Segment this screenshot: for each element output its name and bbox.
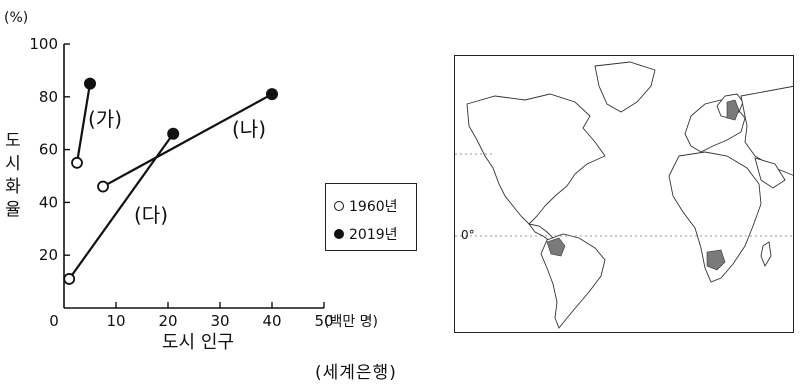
y-tick-label: 100 bbox=[29, 35, 58, 53]
x-tick-label: 40 bbox=[262, 312, 281, 330]
legend-label: 1960년 bbox=[349, 199, 398, 215]
x-tick-label: 30 bbox=[210, 312, 229, 330]
chart-ticks: 0 10 20 30 40 50 20 40 60 80 100 bbox=[29, 35, 333, 330]
world-map-drawing bbox=[455, 61, 793, 329]
x-tick-label: 50 bbox=[314, 312, 333, 330]
data-point-1960 bbox=[71, 156, 83, 169]
legend-item-2019: 2019년 bbox=[334, 224, 398, 244]
series-label: (가) bbox=[88, 107, 122, 131]
y-tick-label: 20 bbox=[39, 246, 58, 264]
series-line bbox=[75, 83, 92, 163]
x-axis-label: 도시 인구 bbox=[162, 332, 234, 353]
y-tick-label: 80 bbox=[39, 88, 58, 106]
continents bbox=[466, 61, 793, 329]
madagascar-shape bbox=[760, 241, 772, 268]
data-point-2019 bbox=[167, 127, 180, 140]
equator-label: 0° bbox=[461, 228, 475, 242]
series-line bbox=[68, 133, 175, 280]
filled-circle-icon bbox=[334, 229, 344, 239]
north-america-shape bbox=[466, 93, 606, 225]
colombia-highlight bbox=[546, 237, 566, 257]
south-america-shape bbox=[540, 233, 606, 329]
x-axis-unit: (백만 명) bbox=[324, 314, 379, 330]
data-point-2019 bbox=[84, 77, 96, 90]
x-tick-label: 10 bbox=[106, 312, 125, 330]
open-circle-icon bbox=[334, 201, 344, 211]
angola-highlight bbox=[706, 249, 726, 271]
arabia-shape bbox=[754, 157, 786, 189]
data-point-1960 bbox=[97, 180, 109, 193]
series-label: (다) bbox=[134, 203, 168, 227]
x-tick-label: 20 bbox=[158, 312, 177, 330]
chart-series bbox=[63, 77, 278, 285]
data-point-1960 bbox=[63, 273, 76, 285]
y-tick-label: 60 bbox=[39, 141, 58, 159]
chart-series-labels: (가) (나) (다) bbox=[88, 107, 266, 227]
urbanization-chart: 0 10 20 30 40 50 20 40 60 80 100 (가) (나) (다) bbox=[29, 35, 333, 330]
chart-legend: 1960년 2019년 bbox=[325, 183, 417, 251]
legend-label: 2019년 bbox=[349, 227, 398, 243]
source-caption: (세계은행) bbox=[315, 363, 397, 383]
series-line bbox=[102, 93, 273, 188]
data-point-2019 bbox=[266, 88, 278, 101]
finland-highlight bbox=[726, 99, 740, 121]
greenland-shape bbox=[594, 61, 656, 113]
africa-shape bbox=[668, 151, 762, 283]
world-map bbox=[454, 55, 794, 333]
chart-axes bbox=[63, 44, 324, 309]
series-label: (나) bbox=[232, 117, 266, 141]
y-axis-label: 도시화율 bbox=[5, 131, 21, 220]
highlighted-countries bbox=[546, 99, 740, 271]
legend-item-1960: 1960년 bbox=[334, 196, 398, 216]
y-axis-unit: (%) bbox=[4, 10, 29, 26]
y-tick-label: 40 bbox=[39, 193, 58, 211]
x-tick-label: 0 bbox=[49, 312, 59, 330]
